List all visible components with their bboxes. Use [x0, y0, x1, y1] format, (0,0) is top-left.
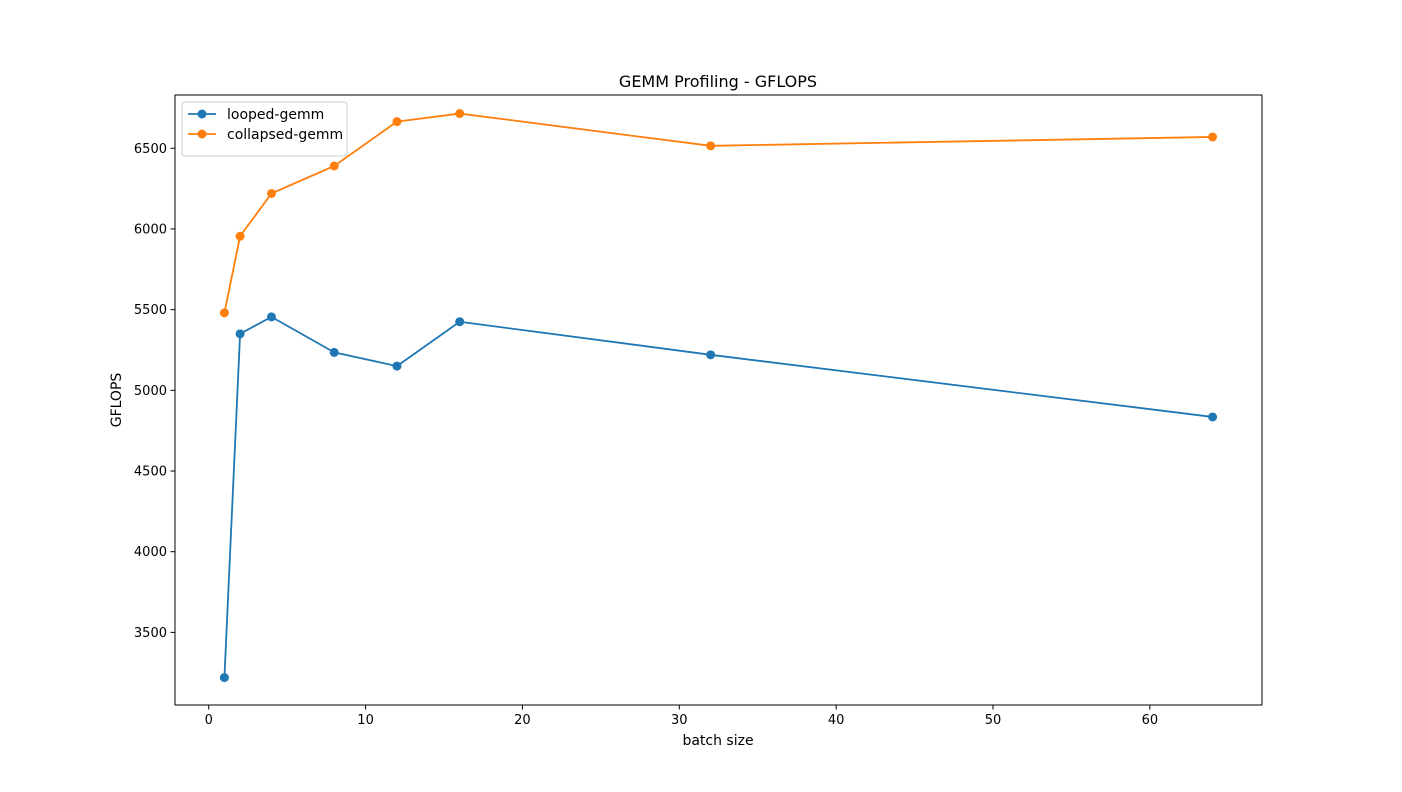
- y-tick-label: 4500: [134, 465, 167, 480]
- y-tick-label: 6500: [134, 142, 167, 157]
- x-tick-label: 50: [985, 713, 1002, 728]
- y-axis: 3500 4000 4500 5000 5500 6000 6500: [134, 142, 175, 641]
- data-point-looped-gemm: [235, 329, 245, 339]
- data-point-collapsed-gemm: [235, 231, 245, 241]
- legend-marker-looped-gemm: [197, 109, 207, 119]
- data-point-looped-gemm: [706, 350, 716, 360]
- y-axis-title: GFLOPS: [109, 373, 125, 428]
- data-point-collapsed-gemm: [266, 188, 276, 198]
- data-point-looped-gemm: [329, 347, 339, 357]
- x-tick-label: 10: [357, 713, 374, 728]
- chart-title: GEMM Profiling - GFLOPS: [619, 72, 817, 91]
- plot-area: [219, 109, 1218, 683]
- y-tick-label: 5000: [134, 384, 167, 399]
- data-point-collapsed-gemm: [455, 109, 465, 119]
- data-point-collapsed-gemm: [219, 308, 229, 318]
- legend-label-looped-gemm: looped-gemm: [227, 107, 324, 123]
- data-point-collapsed-gemm: [329, 161, 339, 171]
- legend-marker-collapsed-gemm: [197, 129, 207, 139]
- y-tick-label: 5500: [134, 303, 167, 318]
- data-point-looped-gemm: [455, 317, 465, 327]
- data-point-collapsed-gemm: [706, 141, 716, 151]
- data-point-looped-gemm: [1208, 412, 1218, 422]
- series-line-collapsed-gemm: [223, 112, 1213, 314]
- data-point-looped-gemm: [219, 673, 229, 683]
- legend-label-collapsed-gemm: collapsed-gemm: [227, 127, 343, 143]
- legend-box: [181, 101, 348, 157]
- x-tick-label: 40: [828, 713, 845, 728]
- y-tick-label: 3500: [134, 626, 167, 641]
- x-tick-label: 30: [671, 713, 688, 728]
- x-tick-label: 20: [514, 713, 531, 728]
- plot-frame: [174, 94, 1263, 706]
- x-tick-label: 0: [205, 713, 213, 728]
- y-tick-label: 4000: [134, 545, 167, 560]
- x-axis: 0 10 20 30 40 50 60: [205, 705, 1159, 728]
- x-axis-title: batch size: [682, 733, 753, 749]
- x-tick-label: 60: [1142, 713, 1159, 728]
- data-point-looped-gemm: [266, 312, 276, 322]
- legend: looped-gemm collapsed-gemm: [181, 101, 348, 157]
- data-point-collapsed-gemm: [392, 117, 402, 127]
- series-line-looped-gemm: [223, 315, 1213, 678]
- y-tick-label: 6000: [134, 222, 167, 237]
- data-point-collapsed-gemm: [1208, 132, 1218, 142]
- data-point-looped-gemm: [392, 361, 402, 371]
